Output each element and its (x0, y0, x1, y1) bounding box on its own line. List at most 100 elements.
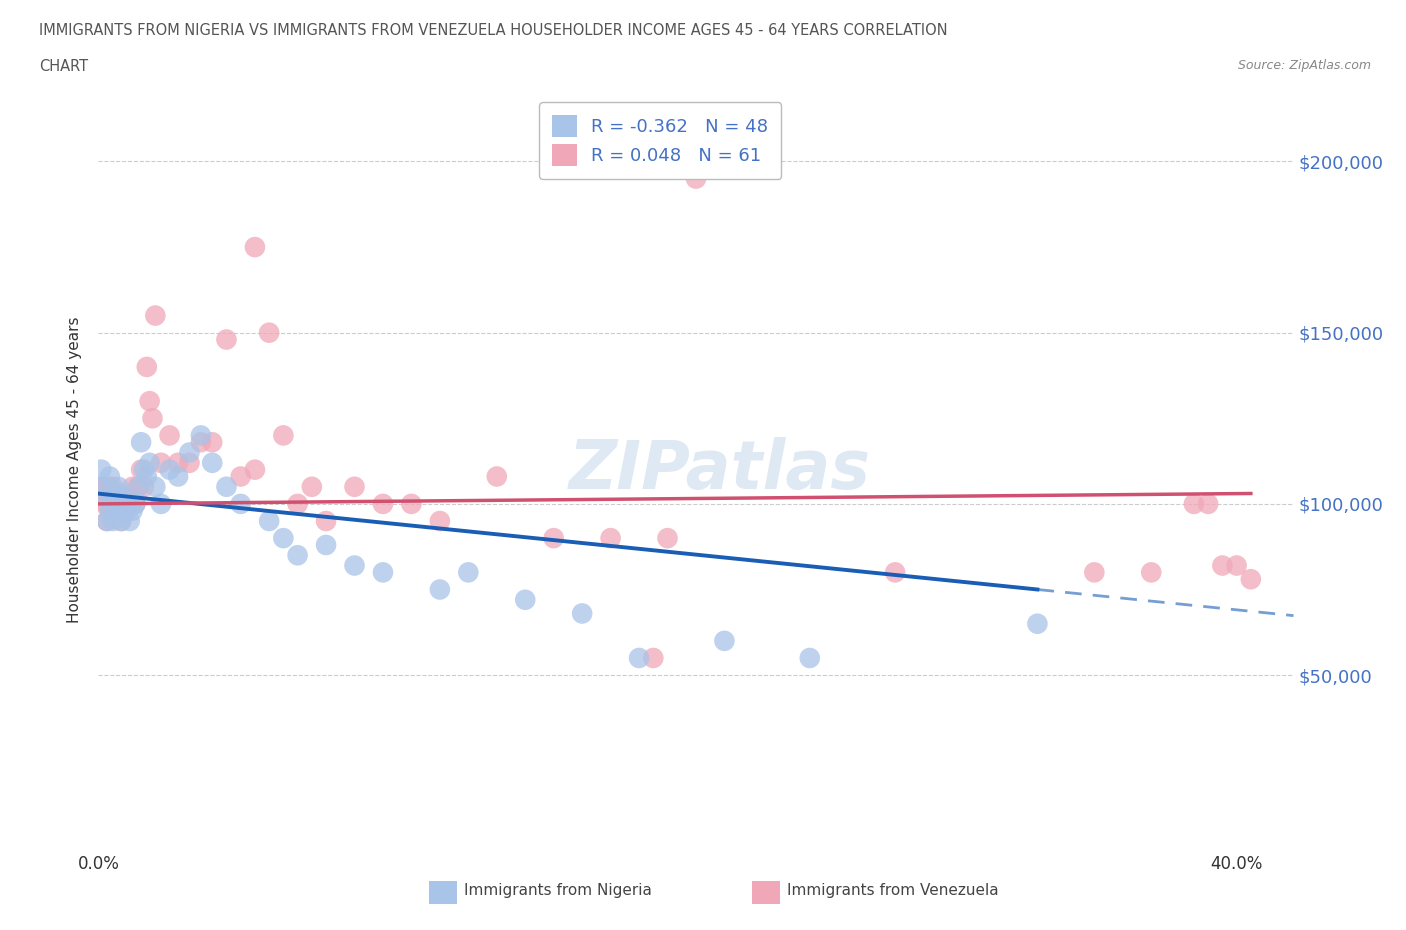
Point (190, 428, 212, 443)
Point (132, 462, 155, 477)
Point (150, 497, 173, 512)
Point (121, 503, 143, 518)
Point (685, 171, 707, 186)
Point (118, 513, 141, 528)
Point (273, 428, 295, 443)
Point (1083, 565, 1105, 579)
Point (571, 606, 593, 621)
Point (287, 497, 309, 512)
Point (112, 497, 135, 512)
Point (485, 469, 508, 484)
Point (179, 456, 201, 471)
Text: ZIPatlas: ZIPatlas (569, 437, 870, 502)
Point (110, 497, 132, 512)
Point (96, 497, 118, 512)
Point (643, 651, 665, 666)
Point (167, 456, 190, 471)
Point (371, 497, 394, 512)
Point (101, 503, 124, 518)
Point (343, 558, 366, 573)
Point (90, 479, 112, 494)
Point (127, 479, 149, 494)
Point (143, 308, 166, 323)
Point (167, 469, 190, 484)
Point (93, 479, 115, 494)
Point (799, 651, 821, 666)
Point (273, 531, 295, 546)
Point (107, 479, 129, 494)
Point (343, 479, 366, 494)
Point (135, 360, 157, 375)
Text: Immigrants from Nigeria: Immigrants from Nigeria (464, 884, 652, 898)
Point (1140, 565, 1163, 579)
Point (121, 479, 143, 494)
Point (124, 497, 146, 512)
Text: Immigrants from Venezuela: Immigrants from Venezuela (787, 884, 1000, 898)
Point (129, 435, 152, 450)
Point (107, 503, 129, 518)
Point (599, 531, 621, 546)
Point (135, 469, 157, 484)
Text: CHART: CHART (39, 59, 89, 73)
Point (457, 565, 479, 579)
Point (101, 513, 124, 528)
Point (515, 592, 537, 607)
Point (243, 462, 266, 477)
Point (104, 489, 127, 504)
Point (884, 565, 907, 579)
Point (107, 497, 129, 512)
Point (107, 497, 129, 512)
Point (159, 462, 181, 477)
Point (1197, 497, 1219, 512)
Point (96, 489, 118, 504)
Point (201, 456, 224, 471)
Text: Source: ZipAtlas.com: Source: ZipAtlas.com (1237, 59, 1371, 72)
Point (429, 582, 451, 597)
Point (110, 486, 132, 501)
Point (243, 240, 266, 255)
Point (1026, 617, 1049, 631)
Point (138, 456, 160, 471)
Point (143, 479, 166, 494)
Point (229, 497, 252, 512)
Point (90, 462, 112, 477)
Point (141, 411, 163, 426)
Point (96, 513, 118, 528)
Point (98, 503, 121, 518)
Point (104, 489, 127, 504)
Point (98, 469, 121, 484)
Point (98, 497, 121, 512)
Point (115, 503, 138, 518)
Y-axis label: Householder Income Ages 45 - 64 years: Householder Income Ages 45 - 64 years (67, 316, 83, 623)
Point (179, 445, 201, 460)
Point (315, 538, 337, 552)
Point (257, 326, 280, 340)
Point (1182, 497, 1205, 512)
Point (124, 497, 146, 512)
Point (112, 503, 135, 518)
Point (132, 479, 155, 494)
Point (112, 489, 135, 504)
Point (101, 497, 124, 512)
Point (115, 497, 138, 512)
Point (93, 497, 115, 512)
Point (104, 503, 127, 518)
Point (150, 456, 173, 471)
Point (98, 479, 121, 494)
Point (657, 531, 679, 546)
Text: IMMIGRANTS FROM NIGERIA VS IMMIGRANTS FROM VENEZUELA HOUSEHOLDER INCOME AGES 45 : IMMIGRANTS FROM NIGERIA VS IMMIGRANTS FR… (39, 23, 948, 38)
Point (257, 513, 280, 528)
Point (1211, 558, 1233, 573)
Point (159, 428, 181, 443)
Point (101, 479, 124, 494)
Point (628, 651, 651, 666)
Point (429, 513, 451, 528)
Point (1226, 558, 1249, 573)
Point (93, 479, 115, 494)
Point (190, 435, 212, 450)
Point (401, 497, 423, 512)
Point (118, 489, 141, 504)
Point (201, 435, 224, 450)
Point (229, 469, 252, 484)
Point (129, 462, 152, 477)
